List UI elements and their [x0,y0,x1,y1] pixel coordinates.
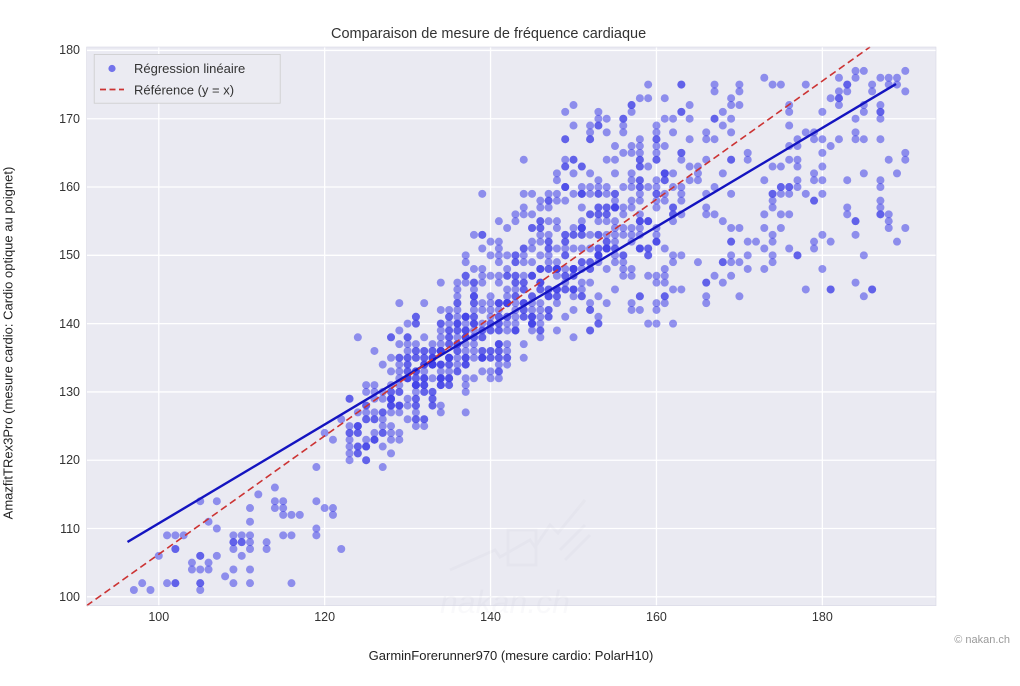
svg-text:Régression linéaire: Régression linéaire [134,61,245,76]
svg-text:nakan.ch: nakan.ch [440,584,570,620]
svg-text:Référence (y = x): Référence (y = x) [134,82,234,97]
